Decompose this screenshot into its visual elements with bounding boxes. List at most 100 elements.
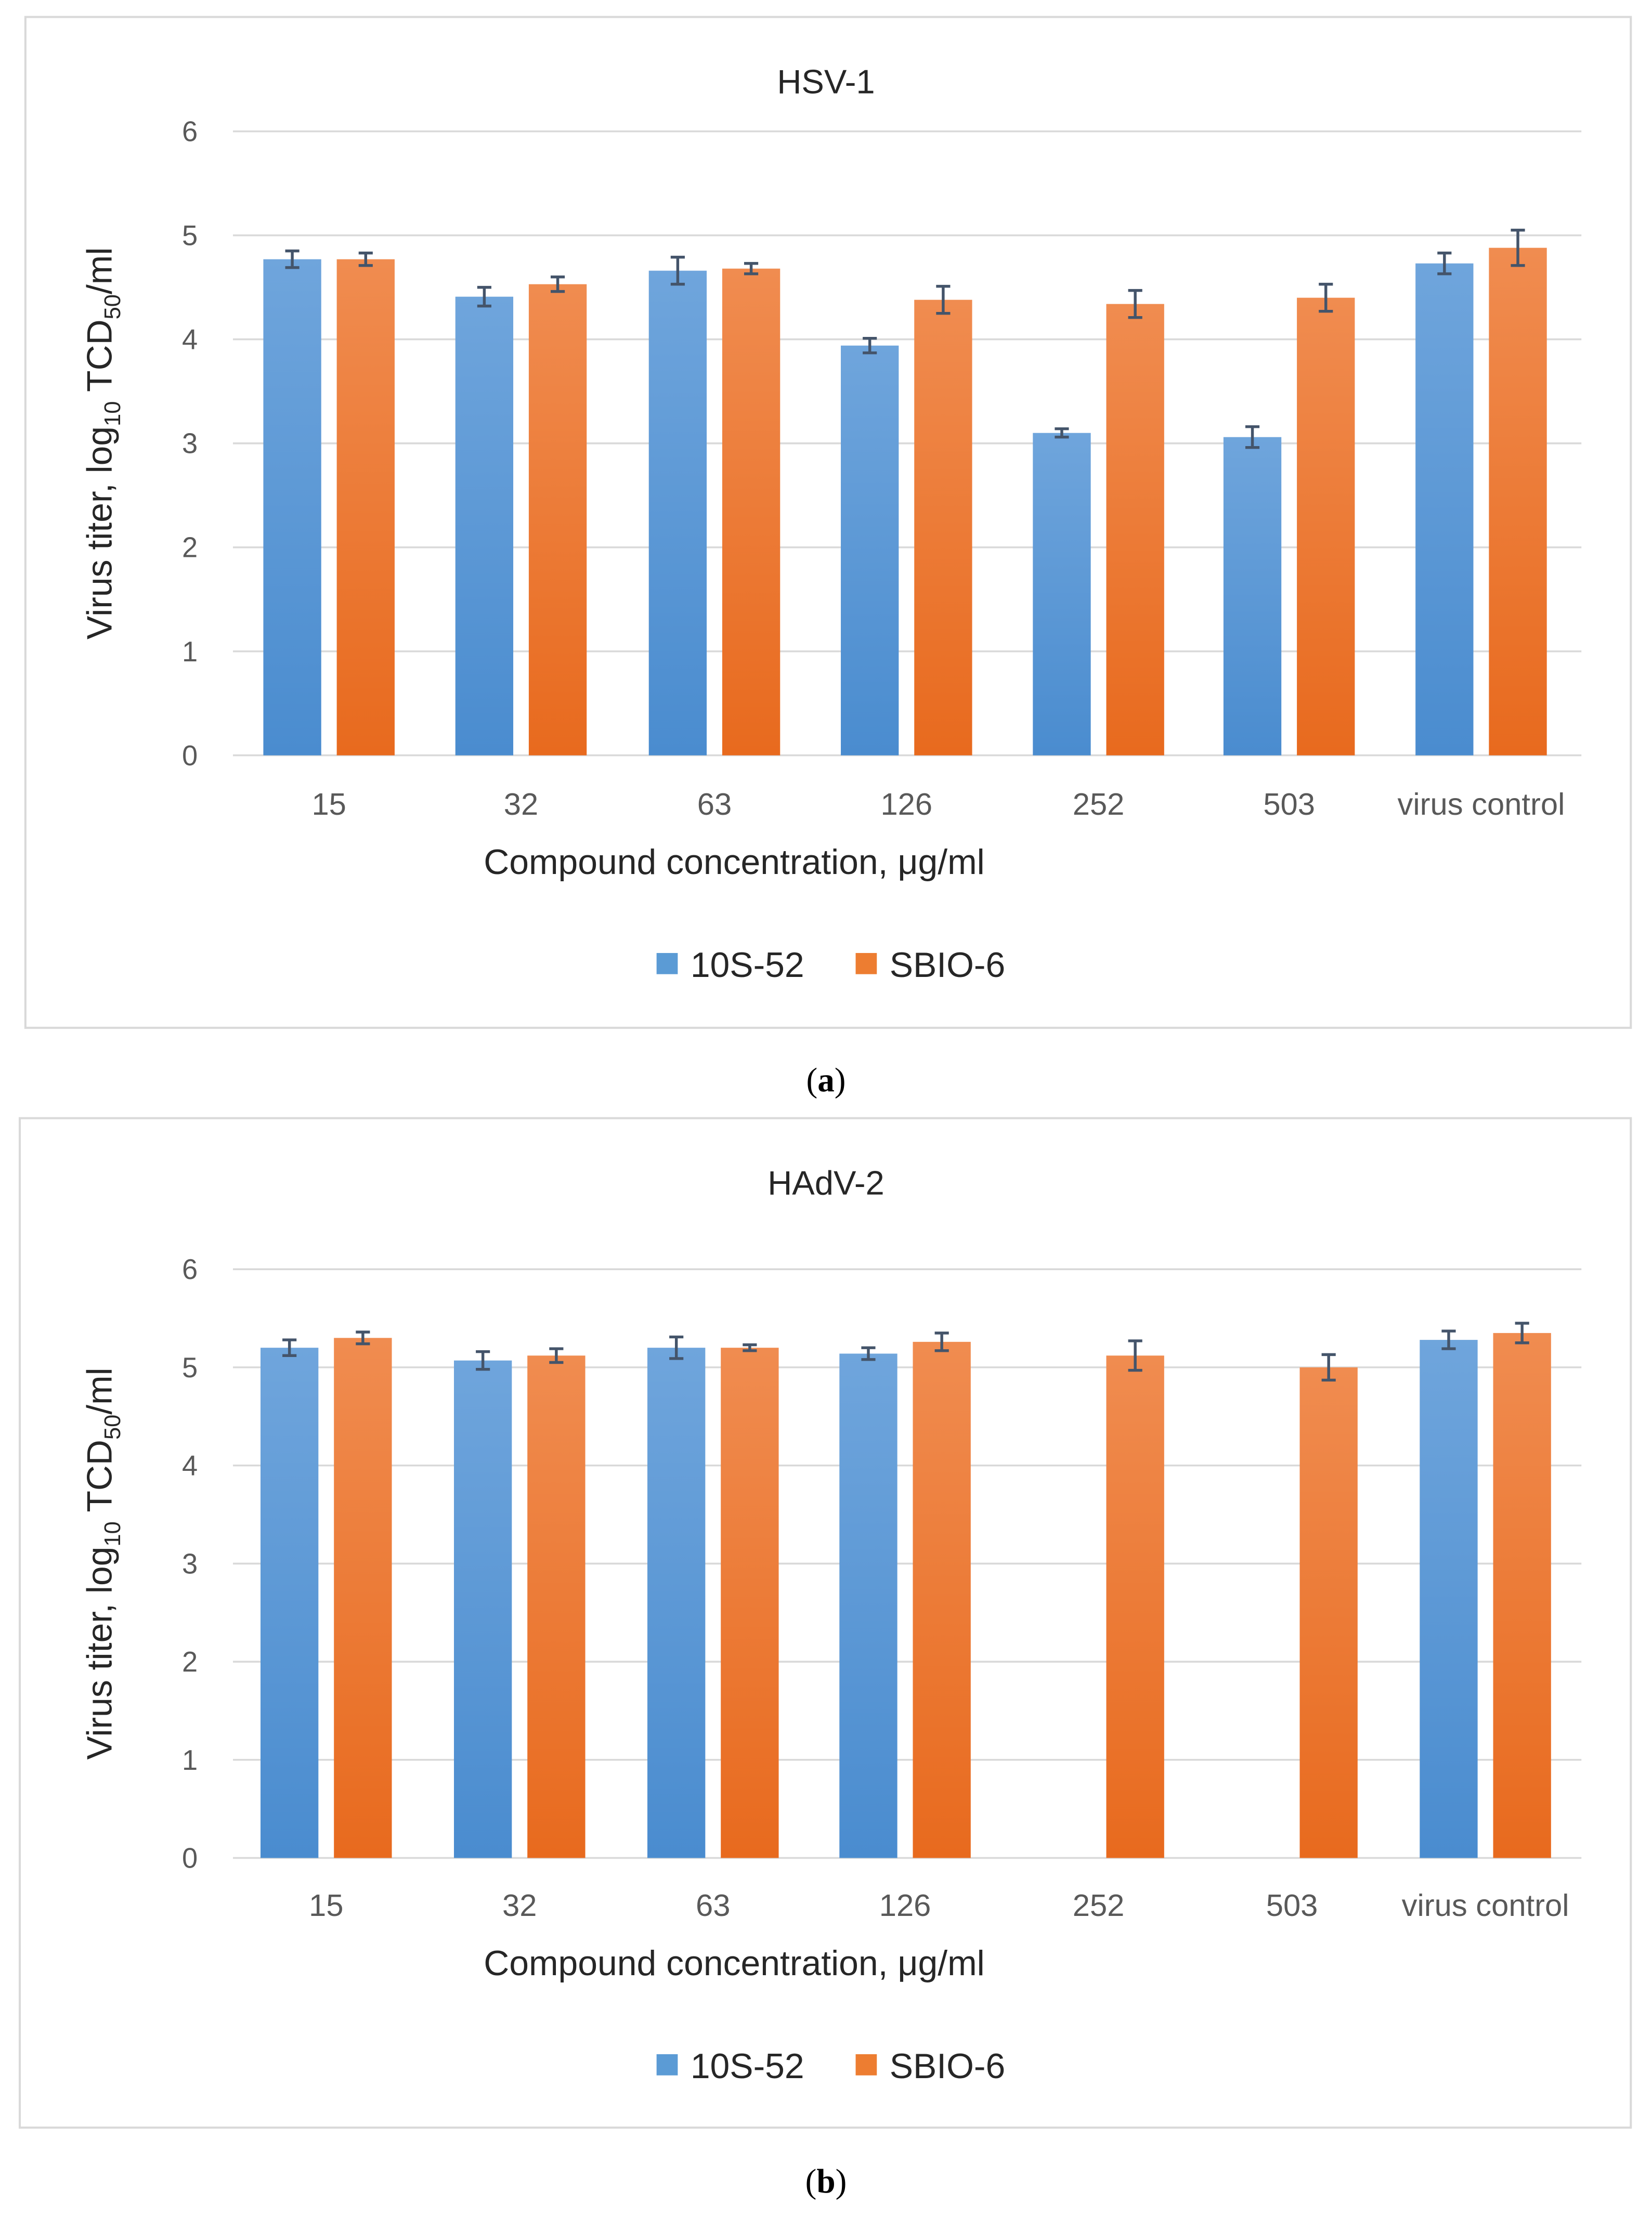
error-bar: [861, 1346, 876, 1361]
y-tick-label: 5: [182, 1352, 198, 1384]
y-tick-label: 4: [182, 1450, 198, 1482]
x-tick-label: 252: [1073, 1888, 1125, 1923]
x-tick-label: 15: [309, 1888, 343, 1923]
y-axis-title-part: TCD: [81, 319, 120, 401]
y-tick-label: 1: [182, 1744, 198, 1776]
error-bar: [1128, 1339, 1142, 1372]
error-bar: [1321, 1353, 1336, 1382]
chart-title: HAdV-2: [768, 1164, 884, 1202]
error-bar: [743, 1343, 757, 1352]
chart-panel-b: HAdV-2 0 1 2 3 4 5 6 15 32 63 126 252 503 virus contro…: [18, 1117, 1632, 2129]
error-bar: [1319, 282, 1333, 313]
caption-paren: (: [807, 1062, 818, 1099]
y-axis-title-part: 50: [100, 1415, 125, 1440]
chart-panel-a: HSV-1 0 1 2 3 4 5 6 15 32 63 126 252 503 virus control…: [24, 16, 1632, 1029]
bar-10s-52: [841, 345, 899, 755]
legend: 10S-52 SBIO-6: [656, 2047, 1006, 2086]
error-bar: [669, 1335, 684, 1360]
caption-letter: a: [817, 1062, 835, 1099]
error-bar: [551, 275, 565, 293]
legend-label: SBIO-6: [890, 2047, 1006, 2086]
bar-10s-52: [648, 270, 707, 755]
y-axis-title-part: 10: [100, 401, 125, 426]
error-bar: [476, 1350, 490, 1371]
legend-label: SBIO-6: [890, 946, 1006, 985]
y-axis-title-part: Virus titer, log: [81, 1547, 120, 1760]
caption-letter: b: [816, 2163, 835, 2200]
y-tick-label: 2: [182, 532, 198, 564]
bar-10s-52: [453, 1360, 512, 1858]
x-tick-label: 503: [1263, 787, 1315, 821]
error-bar: [863, 336, 877, 355]
y-axis-title-part: 10: [100, 1521, 125, 1546]
y-tick-label: 0: [182, 1843, 198, 1874]
x-tick-label: 32: [504, 787, 538, 821]
bar-sbio-6: [528, 284, 587, 755]
legend-swatch-10s-52: [656, 2054, 678, 2076]
error-bar: [358, 251, 373, 267]
bar-10s-52: [263, 259, 321, 755]
error-bar: [934, 1332, 949, 1352]
bar-sbio-6: [721, 1348, 779, 1858]
error-bar: [1441, 1329, 1456, 1350]
bar-sbio-6: [1493, 1333, 1551, 1858]
y-axis-title: Virus titer, log10 TCD50/ml: [81, 1367, 125, 1759]
bar-sbio-6: [914, 299, 972, 755]
error-bar: [744, 262, 759, 276]
caption-paren: (: [805, 2163, 817, 2200]
x-axis-title: Compound concentration, μg/ml: [484, 843, 984, 882]
legend: 10S-52 SBIO-6: [656, 946, 1006, 985]
y-tick-label: 6: [182, 116, 198, 148]
bar-sbio-6: [722, 268, 781, 755]
x-tick-label: 32: [502, 1888, 537, 1923]
y-axis-title: Virus titer, log10 TCD50/ml: [81, 247, 125, 640]
y-tick-label: 3: [182, 428, 198, 460]
y-tick-label: 0: [182, 740, 198, 772]
error-bar: [1511, 228, 1525, 267]
error-bar: [936, 284, 951, 315]
x-tick-label: 15: [311, 787, 346, 821]
panel-caption: (b): [805, 2163, 847, 2200]
bar-sbio-6: [527, 1355, 586, 1858]
error-bar: [285, 249, 300, 269]
y-axis-title-part: /ml: [81, 247, 120, 294]
error-bar: [549, 1347, 564, 1364]
y-axis-title-part: 50: [100, 294, 125, 319]
bar-sbio-6: [1299, 1367, 1358, 1858]
x-tick-label: 252: [1073, 787, 1125, 821]
bar-sbio-6: [334, 1338, 392, 1858]
x-axis-title: Compound concentration, μg/ml: [484, 1944, 984, 1983]
error-bar: [1515, 1322, 1529, 1345]
legend-label: 10S-52: [691, 946, 804, 985]
y-tick-label: 3: [182, 1548, 198, 1580]
panel-caption: (a): [807, 1062, 846, 1099]
bar-sbio-6: [1106, 304, 1164, 755]
y-tick-label: 1: [182, 636, 198, 668]
bar-10s-52: [260, 1348, 319, 1858]
x-tick-label: virus control: [1397, 787, 1565, 821]
error-bar: [1437, 251, 1452, 276]
legend-swatch-10s-52: [656, 953, 678, 974]
x-tick-label: 63: [697, 787, 732, 821]
bar-10s-52: [1223, 437, 1282, 755]
error-bar: [356, 1330, 370, 1346]
bar-10s-52: [1420, 1340, 1478, 1858]
caption-paren: ): [836, 2163, 847, 2200]
y-tick-label: 6: [182, 1254, 198, 1285]
x-tick-label: 63: [696, 1888, 730, 1923]
y-axis-title-part: /ml: [81, 1367, 120, 1414]
legend-swatch-sbio-6: [855, 953, 877, 974]
error-bar: [1245, 425, 1260, 449]
bar-10s-52: [1415, 263, 1474, 755]
legend-label: 10S-52: [691, 2047, 804, 2086]
y-axis-title-part: Virus titer, log: [81, 426, 120, 640]
bar-sbio-6: [336, 259, 395, 755]
x-tick-label: 126: [880, 787, 932, 821]
caption-paren: ): [835, 1062, 846, 1099]
y-tick-label: 4: [182, 324, 198, 356]
bar-10s-52: [647, 1348, 706, 1858]
y-tick-label: 2: [182, 1646, 198, 1678]
bar-10s-52: [1033, 433, 1091, 755]
error-bar: [477, 285, 491, 308]
